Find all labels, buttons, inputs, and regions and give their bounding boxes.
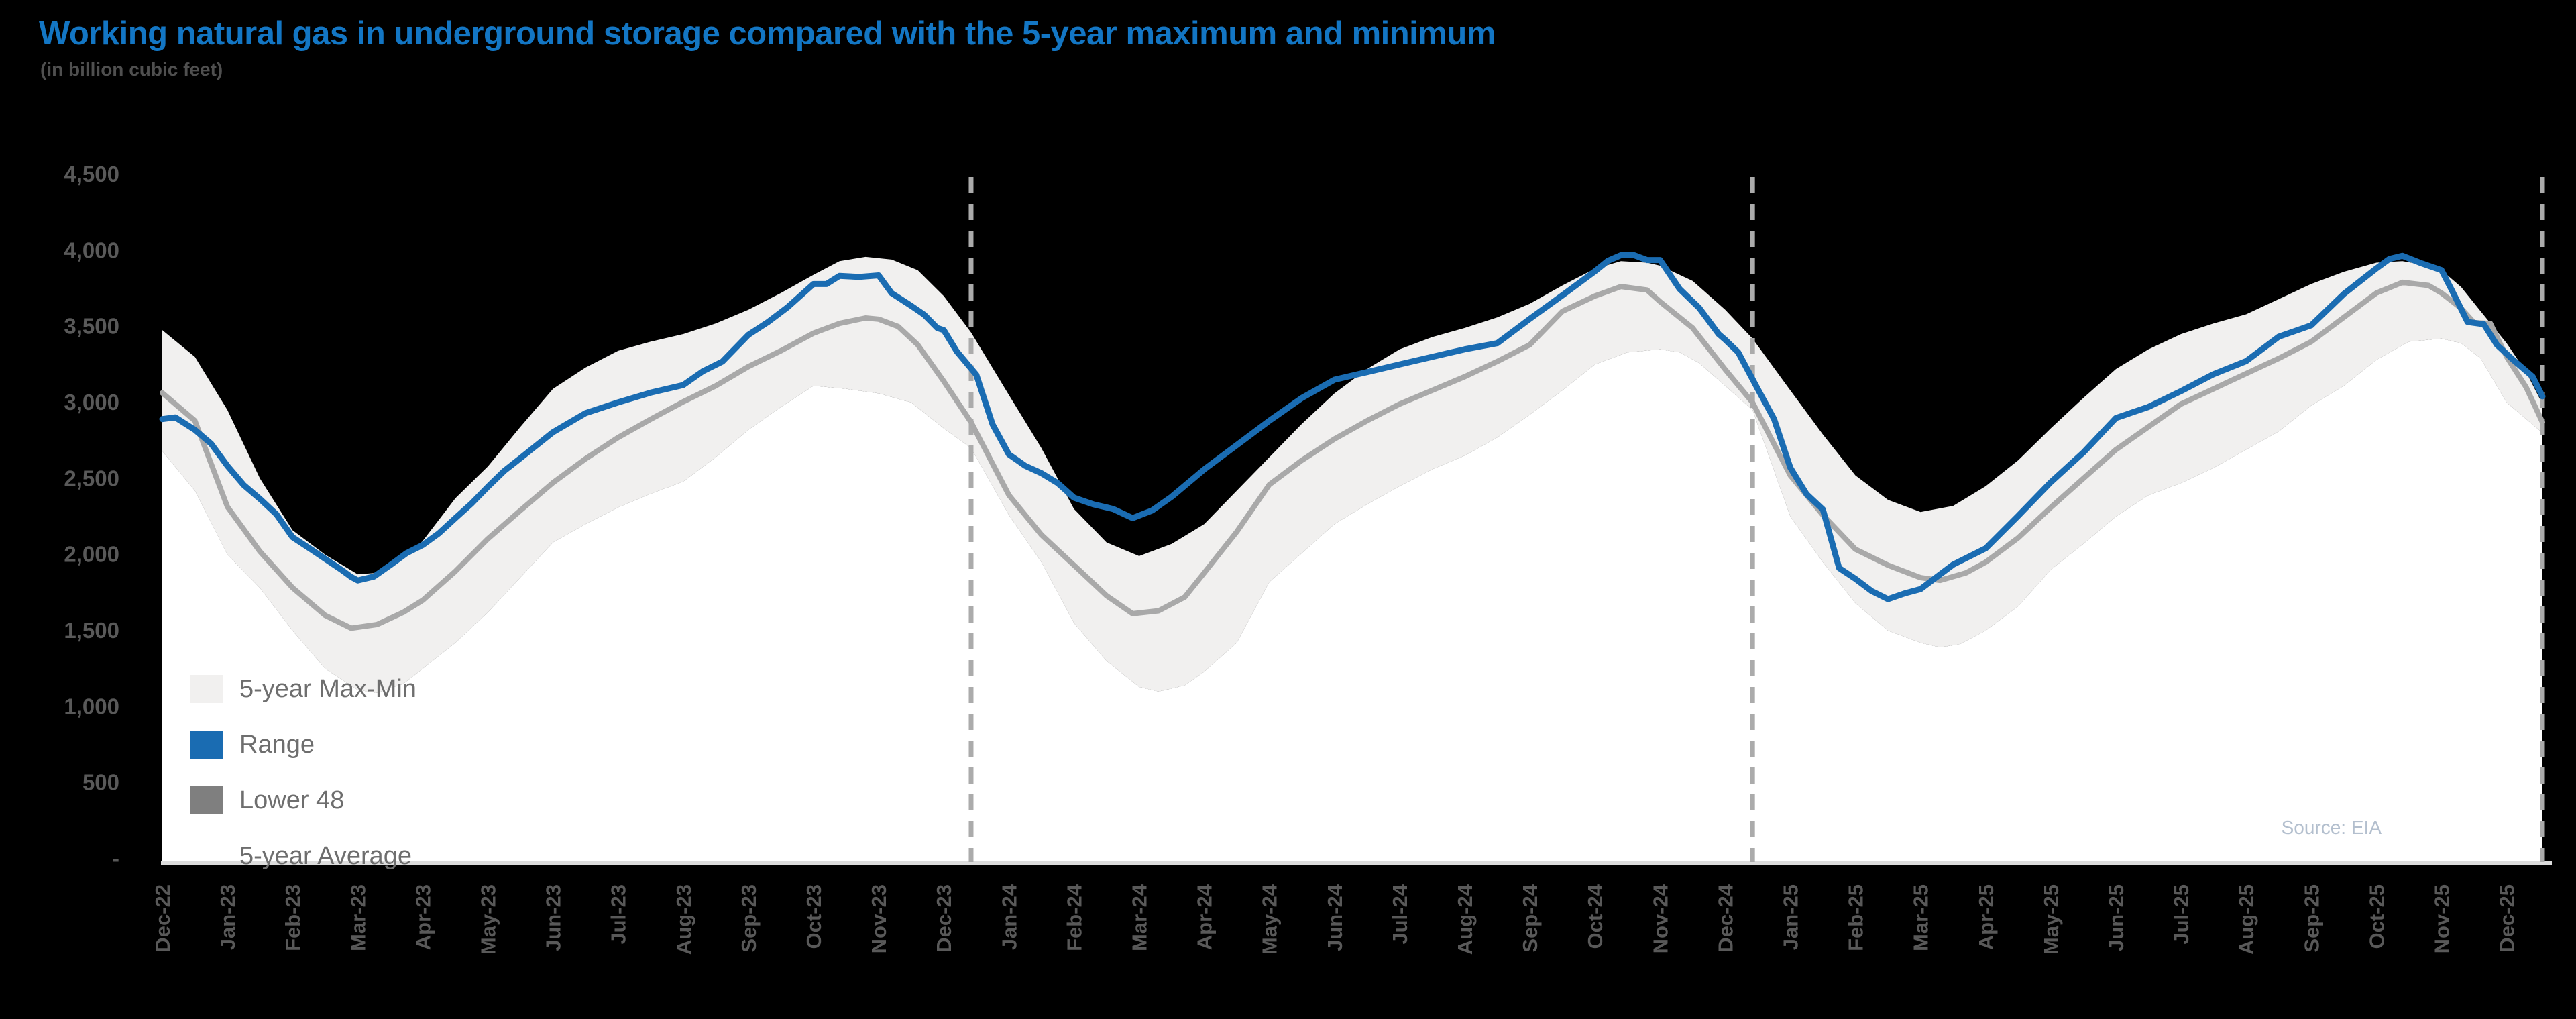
x-axis-month-label: Jun-23 [542,884,565,951]
x-axis-month-label: Nov-25 [2430,884,2454,953]
x-axis-month-label: Jun-25 [2105,884,2128,951]
x-axis-month-label: Mar-25 [1909,884,1933,951]
x-axis-month-label: Sep-23 [737,884,761,953]
y-axis-tick-label: 3,000 [64,390,119,415]
x-axis-month-label: Nov-24 [1648,883,1672,953]
y-axis-tick-label: 4,000 [64,237,119,262]
x-axis-month-label: Mar-24 [1128,883,1152,951]
legend-label: 5-year Average [239,841,412,870]
x-axis-month-label: Jul-23 [607,884,630,945]
x-axis-month-label: Mar-23 [346,884,370,951]
legend-label: Range [239,730,315,759]
x-axis-month-label: Dec-25 [2496,884,2519,953]
legend-label: 5-year Max-Min [239,674,416,703]
x-axis-month-label: Oct-25 [2365,884,2388,949]
legend-item-range: Range [190,716,416,772]
x-axis-month-label: May-23 [477,884,500,955]
y-axis-tick-label: 4,500 [64,162,119,186]
y-axis-tick-label: 2,000 [64,542,119,567]
chart-legend: 5-year Max-Min Range Lower 48 5-year Ave… [190,661,416,883]
y-axis-tick-label: 1,000 [64,694,119,718]
x-axis-month-label: May-24 [1258,883,1282,955]
lower-48-swatch [190,786,223,814]
y-axis-tick-label: 1,500 [64,618,119,643]
x-axis-month-label: Jan-23 [216,884,239,950]
x-axis-month-label: Feb-25 [1844,884,1868,951]
legend-item-lower-48: Lower 48 [190,772,416,828]
y-axis-tick-label: 2,500 [64,466,119,490]
series-line-lower-48 [159,252,2546,602]
y-axis-tick-label: 500 [82,770,119,795]
baseline-strip [161,861,2553,865]
x-axis-month-label: Aug-23 [672,884,695,955]
chart-title: Working natural gas in underground stora… [39,15,1496,52]
range-swatch [190,730,223,759]
x-axis-month-label: Jul-24 [1388,883,1412,944]
x-axis-month-label: Apr-24 [1193,883,1217,950]
x-axis-month-label: Oct-23 [802,884,826,949]
chart-subtitle: (in billion cubic feet) [40,59,223,80]
x-axis-month-label: Aug-25 [2235,884,2258,955]
x-axis-month-label: Dec-23 [932,884,956,953]
x-axis-month-label: Jul-25 [2170,884,2193,945]
x-axis-month-label: Sep-25 [2300,884,2323,953]
x-axis-month-label: Jan-25 [1779,884,1803,950]
legend-item-5-year-average: 5-year Average [190,828,416,883]
x-axis-month-label: Jan-24 [997,883,1021,950]
x-axis-month-label: May-25 [2039,884,2063,955]
x-axis-month-label: Feb-24 [1062,883,1086,951]
x-axis-month-label: Dec-22 [151,884,174,953]
x-axis-month-label: Oct-24 [1583,883,1607,949]
x-axis-month-label: Jun-24 [1323,883,1347,951]
y-axis-tick-label: - [112,846,119,871]
source-note: Source: EIA [2281,817,2382,838]
x-axis-month-label: Sep-24 [1518,883,1542,952]
legend-label: Lower 48 [239,786,345,814]
series-line-5-year-average [160,279,2545,631]
x-axis-month-label: Apr-25 [1974,884,1998,950]
x-axis-month-label: Apr-23 [411,884,435,950]
y-axis-tick-label: 3,500 [64,314,119,339]
max-min-swatch [190,674,223,703]
max-min-band-area [162,256,2542,693]
x-axis-month-label: Nov-23 [867,884,891,953]
under-min-area [162,338,2542,862]
x-axis-month-label: Dec-24 [1714,883,1737,952]
x-axis-month-label: Feb-23 [281,884,304,951]
legend-item-max-min: 5-year Max-Min [190,661,416,716]
x-axis-month-label: Aug-24 [1453,883,1477,955]
